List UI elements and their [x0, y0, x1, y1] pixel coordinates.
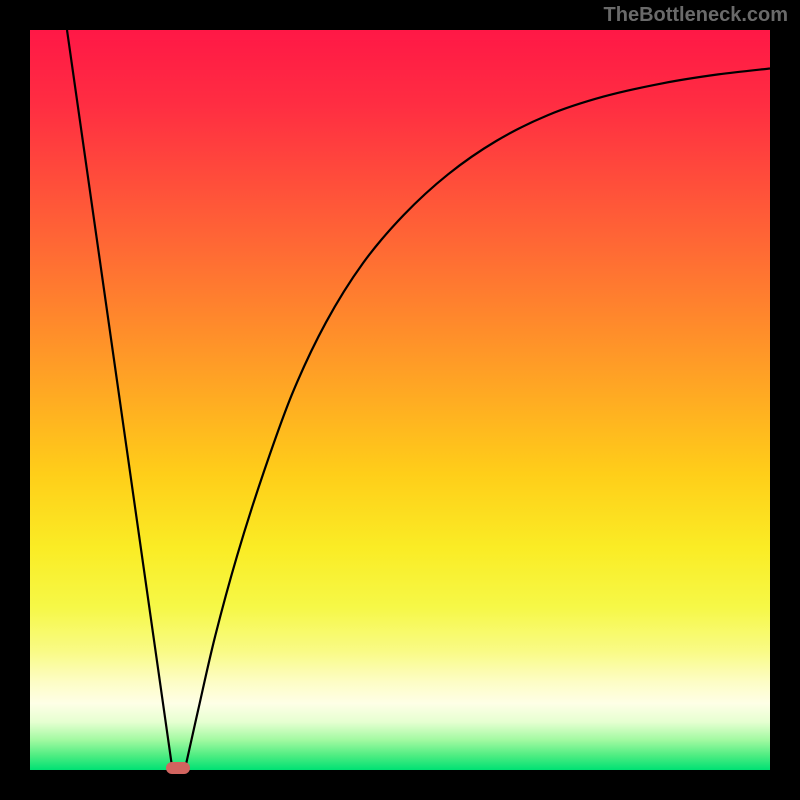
chart-container: TheBottleneck.com — [0, 0, 800, 800]
right-curve — [185, 68, 770, 767]
minimum-marker — [166, 762, 190, 774]
curve-layer — [30, 30, 770, 770]
watermark-text: TheBottleneck.com — [604, 4, 788, 27]
left-line — [67, 30, 172, 767]
plot-area — [30, 30, 770, 770]
